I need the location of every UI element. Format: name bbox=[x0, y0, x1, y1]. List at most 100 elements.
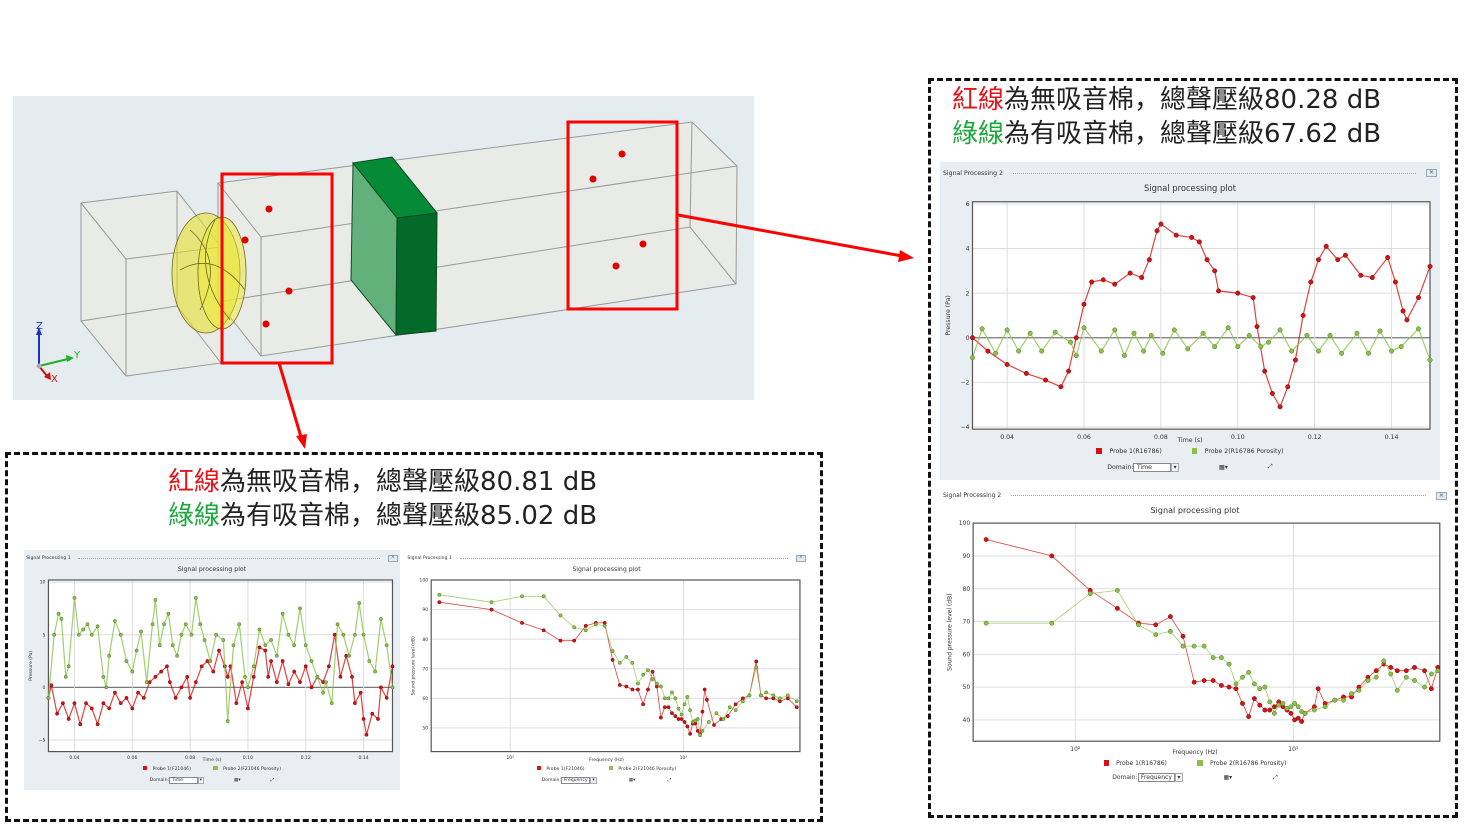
data-point bbox=[175, 653, 179, 658]
data-point bbox=[263, 643, 268, 648]
data-point bbox=[650, 677, 655, 682]
red-line-text: 為無吸音棉，總聲壓級80.28 dB bbox=[1004, 85, 1382, 115]
series-1 bbox=[970, 221, 1433, 410]
grid-menu-icon[interactable]: ▦▾ bbox=[1218, 463, 1228, 471]
probe-highlight-box-1 bbox=[220, 172, 334, 365]
axis-triad: Z Y X bbox=[36, 321, 81, 385]
close-icon[interactable]: × bbox=[1425, 169, 1437, 178]
data-point bbox=[1354, 330, 1360, 336]
y-tick-label: 40 bbox=[963, 717, 971, 724]
data-point bbox=[1327, 333, 1333, 338]
data-point bbox=[237, 622, 242, 627]
domain-select[interactable]: Frequency bbox=[561, 776, 591, 784]
data-point bbox=[630, 660, 635, 665]
title-bar-grip bbox=[1011, 495, 1426, 497]
y-tick-label: 10 bbox=[40, 580, 46, 586]
domain-control: Domain: Time ▾ bbox=[150, 776, 204, 784]
data-point bbox=[361, 717, 366, 721]
data-point bbox=[593, 622, 598, 627]
grid-menu-icon[interactable]: ▦▾ bbox=[233, 777, 241, 783]
data-point bbox=[1389, 348, 1395, 354]
data-point bbox=[1098, 348, 1104, 354]
title-bar-grip bbox=[78, 557, 381, 559]
data-point bbox=[1358, 272, 1364, 278]
data-point bbox=[144, 680, 149, 685]
expand-icon[interactable]: ⤢ bbox=[270, 778, 275, 784]
data-point bbox=[1196, 239, 1202, 245]
data-point bbox=[1292, 701, 1298, 706]
data-point bbox=[764, 690, 769, 695]
data-point bbox=[60, 701, 65, 706]
data-point bbox=[157, 643, 162, 648]
data-point bbox=[1235, 344, 1241, 350]
axis-y-label: Y bbox=[73, 350, 81, 361]
data-point bbox=[266, 674, 271, 679]
data-point bbox=[1385, 254, 1391, 260]
data-point bbox=[1160, 350, 1166, 356]
data-point bbox=[1322, 704, 1328, 710]
data-point bbox=[1212, 268, 1218, 274]
data-point bbox=[298, 606, 302, 611]
domain-select[interactable]: Time bbox=[1133, 462, 1172, 472]
x-axis-label: Time (s) bbox=[1177, 437, 1203, 445]
data-point bbox=[662, 705, 667, 710]
domain-control: Domain: Frequency ▾ bbox=[1112, 773, 1183, 783]
legend-item: Probe 1(R16786) bbox=[1103, 760, 1167, 767]
grid-menu-icon[interactable]: ▦▾ bbox=[628, 777, 636, 783]
data-point bbox=[721, 717, 726, 721]
data-point bbox=[1394, 687, 1400, 693]
data-point bbox=[676, 706, 681, 711]
data-point bbox=[659, 684, 663, 689]
data-point bbox=[1427, 263, 1433, 269]
data-point bbox=[1218, 683, 1224, 688]
data-point bbox=[1332, 697, 1338, 703]
data-point bbox=[610, 657, 615, 662]
chevron-down-icon[interactable]: ▾ bbox=[590, 776, 597, 784]
data-point bbox=[794, 705, 799, 710]
signal-processing-1-time-panel: −5 0 5 10 0.04 0.06 0.08 0.10 0.12 0.14 Pressure (… bbox=[24, 550, 400, 790]
domain-select[interactable]: Time bbox=[169, 776, 198, 784]
close-icon[interactable]: × bbox=[1435, 491, 1447, 500]
data-point bbox=[1435, 668, 1441, 674]
data-point bbox=[1180, 633, 1186, 639]
data-point bbox=[303, 664, 308, 669]
chevron-down-icon[interactable]: ▾ bbox=[1171, 462, 1179, 472]
data-point bbox=[1271, 704, 1277, 710]
data-point bbox=[1271, 710, 1277, 716]
data-point bbox=[727, 705, 732, 710]
data-point bbox=[104, 685, 109, 690]
expand-icon[interactable]: ⤢ bbox=[1267, 463, 1273, 470]
data-point bbox=[59, 617, 64, 621]
legend: Probe 1(F21046) Probe 2(F21046 Porosity) bbox=[24, 766, 400, 772]
x-axis-label: Frequency (Hz) bbox=[589, 757, 624, 763]
data-point bbox=[1189, 234, 1195, 240]
data-point bbox=[1185, 346, 1191, 352]
data-point bbox=[662, 696, 667, 701]
grid-menu-icon[interactable]: ▦▾ bbox=[1223, 774, 1233, 782]
close-icon[interactable]: × bbox=[387, 555, 398, 562]
data-point bbox=[1141, 348, 1147, 354]
y-tick-label: 70 bbox=[963, 619, 971, 626]
green-line-text: 為有吸音棉，總聲壓級67.62 dB bbox=[1004, 119, 1382, 149]
sound-absorbing-foam bbox=[350, 156, 438, 337]
expand-icon[interactable]: ⤢ bbox=[667, 778, 672, 784]
data-point bbox=[1398, 344, 1404, 350]
data-point bbox=[714, 711, 719, 716]
data-point bbox=[1292, 357, 1298, 363]
data-point bbox=[269, 659, 273, 663]
data-point bbox=[1081, 301, 1087, 307]
data-point bbox=[1167, 614, 1173, 619]
data-point bbox=[993, 350, 999, 356]
data-point bbox=[685, 724, 690, 729]
data-point bbox=[1369, 275, 1375, 281]
domain-label: Domain: bbox=[1107, 463, 1134, 471]
domain-select[interactable]: Frequency bbox=[1137, 773, 1176, 783]
chevron-down-icon[interactable]: ▾ bbox=[1175, 773, 1183, 783]
expand-icon[interactable]: ⤢ bbox=[1272, 773, 1278, 781]
data-point bbox=[1250, 295, 1256, 301]
close-icon[interactable]: × bbox=[795, 555, 806, 562]
data-point bbox=[211, 669, 216, 674]
chevron-down-icon[interactable]: ▾ bbox=[197, 776, 204, 784]
data-point bbox=[141, 696, 146, 700]
